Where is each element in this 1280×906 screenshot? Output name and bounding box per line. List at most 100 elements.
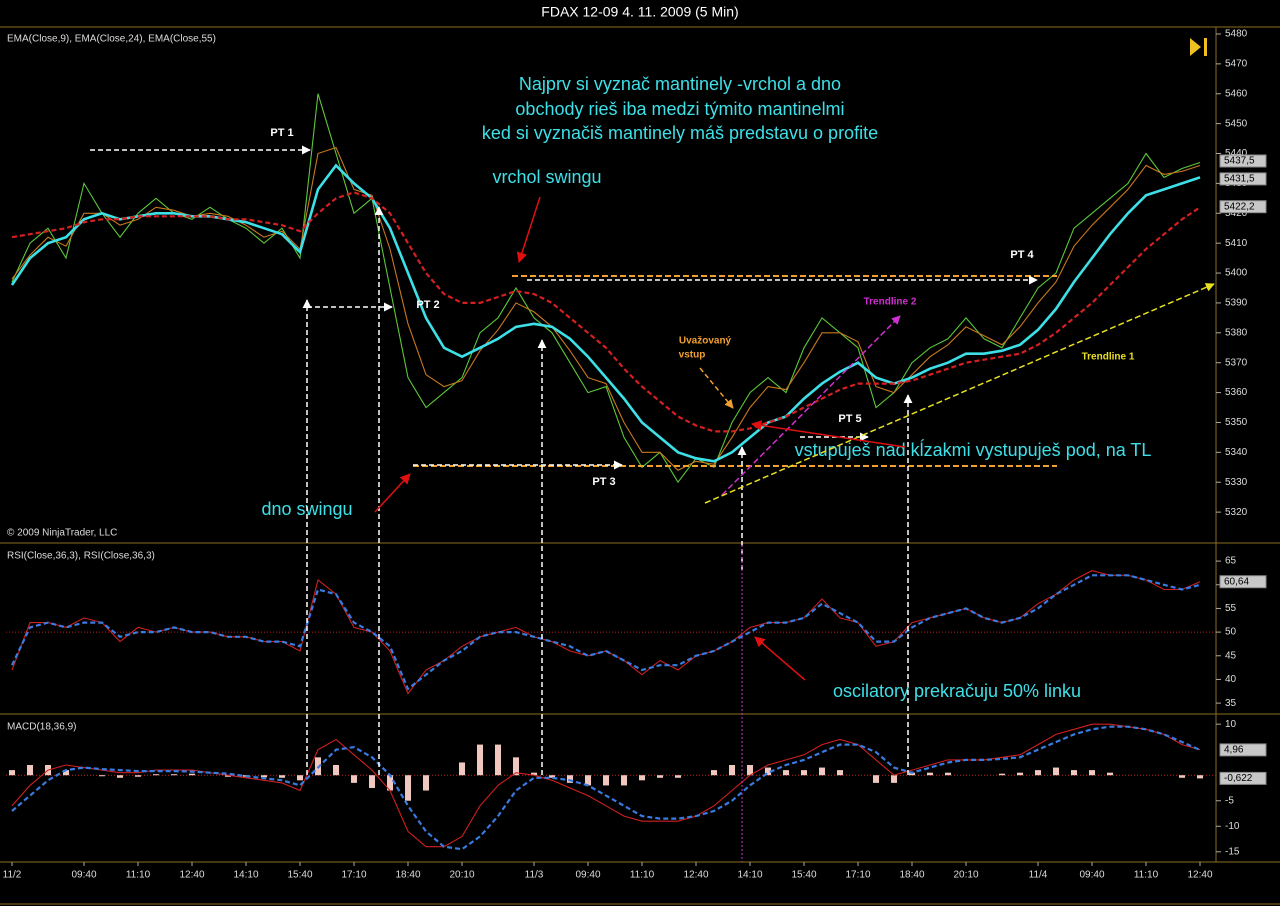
y-tick-label: 5350: [1225, 417, 1248, 428]
histogram-bar: [135, 775, 141, 777]
y-tick-label: 5390: [1225, 298, 1248, 309]
y-tick-label: 50: [1225, 627, 1237, 638]
x-tick-label: 15:40: [287, 870, 312, 881]
value-marker: [1219, 575, 1267, 589]
x-tick-label: 20:10: [449, 870, 474, 881]
x-tick-label: 14:10: [737, 870, 762, 881]
histogram-bar: [9, 770, 15, 776]
chart-title: FDAX 12-09 4. 11. 2009 (5 Min): [541, 4, 738, 20]
value-marker-label: -0,622: [1224, 773, 1253, 784]
histogram-bar: [351, 775, 357, 783]
histogram-bar: [657, 775, 663, 778]
histogram-bar: [621, 775, 627, 786]
series-line: [11, 725, 1201, 851]
x-tick-label: 18:40: [899, 870, 924, 881]
drawing-line: [750, 420, 906, 448]
histogram-bar: [549, 775, 555, 778]
y-tick-label: 40: [1225, 674, 1237, 685]
annotation: Uvažovaný: [679, 336, 732, 347]
y-tick-label: 5470: [1225, 59, 1248, 70]
histogram-bar: [333, 765, 339, 776]
y-tick-label: 5330: [1225, 477, 1248, 488]
x-tick-label: 18:40: [395, 870, 420, 881]
histogram-bar: [117, 775, 123, 778]
y-tick-label: 65: [1225, 556, 1237, 567]
value-marker-label: 4,96: [1224, 745, 1244, 756]
annotation: ked si vyznačiš mantinely máš predstavu …: [482, 123, 878, 143]
drawing-line: [516, 196, 541, 263]
histogram-bar: [369, 775, 375, 788]
histogram-bar: [1071, 770, 1077, 776]
histogram-bar: [999, 773, 1005, 776]
histogram-bar: [1035, 770, 1041, 776]
x-tick-label: 20:10: [953, 870, 978, 881]
histogram-bar: [387, 775, 393, 791]
histogram-bar: [1107, 772, 1113, 776]
drawing-line: [754, 636, 806, 681]
annotation: oscilatory prekračuju 50% linku: [833, 681, 1081, 701]
drawing-line: [704, 283, 1215, 504]
histogram-bar: [405, 775, 411, 801]
value-marker: [1219, 771, 1267, 785]
histogram-bar: [171, 774, 177, 776]
x-tick-label: 14:10: [233, 870, 258, 881]
histogram-bar: [747, 765, 753, 776]
y-tick-label: -15: [1225, 846, 1240, 857]
annotation: vstup: [679, 350, 706, 361]
histogram-bar: [909, 772, 915, 776]
histogram-bar: [531, 772, 537, 776]
histogram-bar: [27, 765, 33, 776]
histogram-bar: [819, 767, 825, 776]
histogram-bar: [225, 775, 231, 777]
annotation: PT 1: [270, 127, 293, 139]
histogram-bar: [279, 775, 285, 778]
x-tick-label: 17:10: [341, 870, 366, 881]
y-tick-label: 5420: [1225, 208, 1248, 219]
histogram-bar: [873, 775, 879, 783]
y-tick-label: 5360: [1225, 387, 1248, 398]
y-tick-label: 5400: [1225, 268, 1248, 279]
histogram-bar: [63, 770, 69, 776]
y-tick-label: 5340: [1225, 447, 1248, 458]
copyright: © 2009 NinjaTrader, LLC: [7, 528, 117, 539]
value-marker: [1219, 154, 1267, 168]
histogram-bar: [189, 773, 195, 776]
annotation: obchody rieš iba medzi týmito mantinelmi: [515, 99, 844, 119]
histogram-bar: [639, 775, 645, 781]
histogram-bar: [801, 770, 807, 776]
y-tick-label: 5410: [1225, 238, 1248, 249]
annotation: Trendline 1: [1082, 352, 1135, 363]
y-tick-label: 5460: [1225, 88, 1248, 99]
histogram-bar: [1179, 775, 1185, 778]
y-tick-label: 45: [1225, 650, 1237, 661]
histogram-bar: [567, 775, 573, 783]
histogram-bar: [99, 775, 105, 777]
y-tick-label: 55: [1225, 603, 1237, 614]
y-tick-label: -10: [1225, 821, 1240, 832]
histogram-bar: [513, 757, 519, 776]
histogram-bar: [837, 770, 843, 776]
histogram-bar: [1053, 767, 1059, 776]
annotation: PT 5: [838, 413, 861, 425]
x-tick-label: 12:40: [179, 870, 204, 881]
x-tick-label: 11:10: [630, 870, 655, 881]
histogram-bar: [765, 767, 771, 776]
y-tick-label: 5320: [1225, 507, 1248, 518]
y-tick-label: 35: [1225, 698, 1237, 709]
histogram-bar: [1197, 775, 1203, 779]
histogram-bar: [297, 775, 303, 781]
histogram-bar: [927, 772, 933, 776]
x-tick-label: 15:40: [791, 870, 816, 881]
x-tick-label: 12:40: [683, 870, 708, 881]
series-line: [11, 93, 1201, 484]
y-tick-label: 10: [1225, 719, 1237, 730]
histogram-bar: [585, 775, 591, 786]
series-line: [11, 146, 1201, 471]
x-tick-label: 17:10: [845, 870, 870, 881]
histogram-bar: [729, 765, 735, 776]
x-tick-label: 09:40: [1079, 870, 1104, 881]
series-line: [11, 574, 1201, 691]
play-icon[interactable]: [1190, 38, 1207, 56]
